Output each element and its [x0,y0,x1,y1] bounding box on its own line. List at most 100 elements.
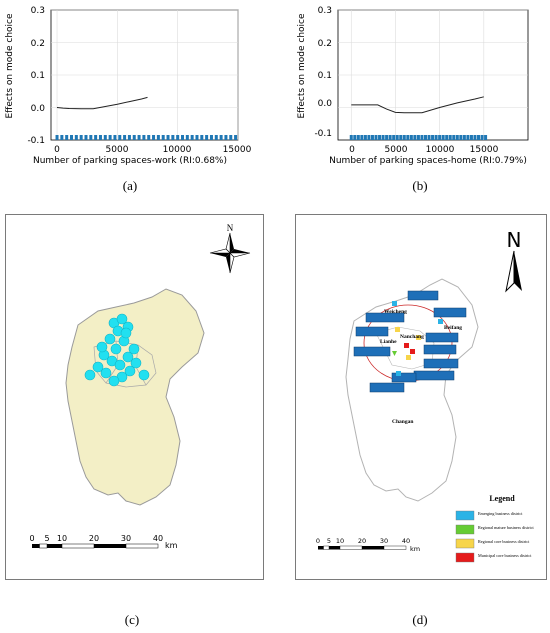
rug-mark [79,135,83,140]
rug-mark [74,135,78,140]
rug-mark [367,135,371,140]
xtick-label: 0 [349,145,355,155]
caption-d: (d) [412,612,428,627]
place-label: Lianhe [380,339,397,345]
rug-mark [55,135,59,140]
rug-mark [185,135,189,140]
ytick-label: 0.3 [318,6,332,16]
business-point [104,333,116,345]
study-area [65,288,205,506]
rug-mark [123,135,127,140]
rug-mark [477,135,481,140]
rug-mark [409,135,413,140]
yticks-b: 0.3 0.2 0.1 0.0 -0.1 [314,6,332,139]
rug-mark [171,135,175,140]
rug-mark [402,135,406,140]
yticks-a: 0.3 0.2 0.1 0.0 -0.1 [27,6,45,146]
scale-label: 20 [89,534,99,543]
rug-mark [65,135,69,140]
map-d-canvas: Weicheng Beifang Lianhe Nanchang Changan… [316,228,535,563]
rug-mark [152,135,156,140]
business-point [128,343,140,355]
ytick-label: -0.1 [314,129,332,139]
business-point [100,367,112,379]
rug-mark [349,135,353,140]
xtick-label: 15000 [470,145,499,155]
rug-mark [455,135,459,140]
scale-label: 20 [358,537,366,545]
rug-mark [89,135,93,140]
rug-mark [205,135,209,140]
rug-mark [360,135,364,140]
rug-mark [98,135,102,140]
ytick-label: 0.1 [318,71,332,81]
rug-mark [234,135,238,140]
place-label: Changan [392,419,413,425]
business-point [96,341,108,353]
business-point [108,375,120,387]
caption-b: (b) [412,178,428,193]
rug-mark [480,135,484,140]
rug-mark [399,135,403,140]
ytick-label: -0.1 [27,136,45,146]
business-point [124,365,136,377]
rug-mark [388,135,392,140]
xtick-label: 5000 [385,145,408,155]
scale-unit: km [410,545,420,553]
business-point [110,343,122,355]
rug-mark [229,135,233,140]
rug-mark [434,135,438,140]
caption-a: (a) [122,178,138,193]
legend-label: Municipal core business district [478,553,532,558]
rug-mark [190,135,194,140]
north-label: N [227,223,234,233]
ytick-label: 0.2 [31,39,45,49]
north-arrow-icon: N [505,228,522,293]
place-label: Beifang [444,325,462,331]
map-c-canvas: N 0 5 10 20 30 40 km [29,223,251,550]
rug-mark [438,135,442,140]
scale-bar: 0 5 10 20 30 40 km [29,534,177,550]
callout-boxes [353,290,467,393]
scale-unit: km [165,541,178,550]
rug-mark [103,135,107,140]
caption-c: (c) [124,612,140,627]
business-point [122,351,134,363]
business-point [120,327,132,339]
rug-mark [395,135,399,140]
rug-mark [423,135,427,140]
business-point [116,313,128,325]
scale-label: 0 [29,534,34,543]
legend-title: Legend [489,494,515,503]
rug-mark [219,135,223,140]
scale-label: 30 [380,537,388,545]
scale-bar: 0 5 10 20 30 40 km [316,537,420,553]
rug-mark [385,135,389,140]
rug-mark [195,135,199,140]
rug-mark [462,135,466,140]
rug-mark [445,135,449,140]
rug-mark [94,135,98,140]
rug-mark [214,135,218,140]
xtick-label: 10000 [426,145,455,155]
district-markers [392,301,443,376]
ytick-label: 0.0 [31,104,46,114]
ytick-label: 0.3 [31,6,45,16]
rug-mark [466,135,470,140]
line-b [351,96,484,114]
scale-label: 5 [44,534,49,543]
rug-mark [113,135,117,140]
rug-mark [413,135,417,140]
legend-label: Regional core business district [478,539,530,544]
rug-mark [353,135,357,140]
north-arrow-icon: N [209,223,251,274]
legend-items: Emerging business district Regional matur… [455,510,535,563]
rug-mark [209,135,213,140]
rug-mark [441,135,445,140]
chart-b: Effects on mode choice 0.3 0.2 0.1 0.0 -… [297,6,529,166]
rug-mark [132,135,136,140]
grid-a [51,9,239,140]
scale-label: 10 [336,537,344,545]
rug-mark [156,135,160,140]
legend-label: Emerging business district [478,511,523,516]
